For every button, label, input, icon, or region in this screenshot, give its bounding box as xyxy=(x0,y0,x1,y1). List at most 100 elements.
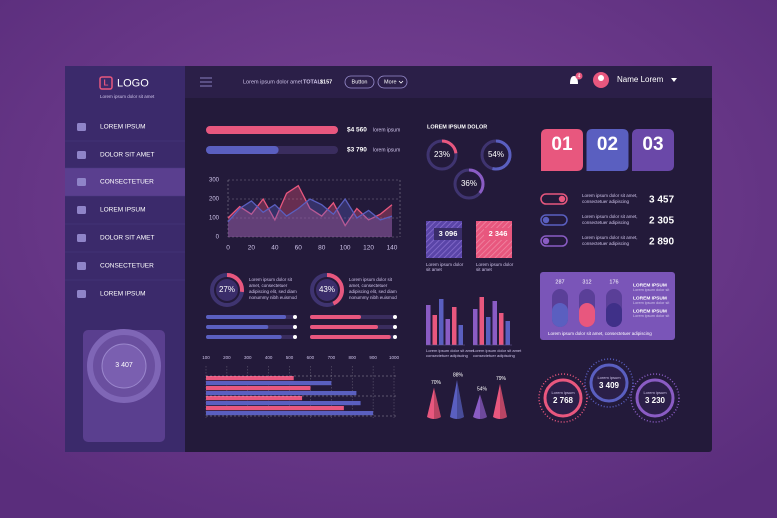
label: 287 xyxy=(555,279,564,285)
menu-icon xyxy=(77,123,86,131)
tab[interactable] xyxy=(586,129,629,171)
toggle[interactable] xyxy=(540,193,568,205)
slider-fill xyxy=(310,335,391,339)
ring-value xyxy=(210,273,244,307)
logo-text: LOGO xyxy=(117,77,149,89)
slider-knob xyxy=(293,335,297,339)
cone-shade xyxy=(480,394,487,419)
menu-item[interactable]: CONSECTETUER xyxy=(100,179,154,186)
ring-inner xyxy=(216,279,238,301)
label: 20 xyxy=(248,245,256,252)
label: 3 230 xyxy=(645,396,666,405)
bar xyxy=(499,313,504,345)
menu-item[interactable]: LOREM IPSUM xyxy=(100,124,146,131)
slider-fill xyxy=(310,325,378,329)
menu-item[interactable]: LOREM IPSUM xyxy=(100,291,146,298)
label: sit amet xyxy=(476,267,493,272)
line xyxy=(227,184,393,227)
label: Lorem ipsum dolor sit amet, xyxy=(582,214,638,219)
label: 02 xyxy=(597,134,618,155)
tab[interactable] xyxy=(541,129,583,171)
label: LOREM IPSUM DOLOR xyxy=(427,124,487,130)
label: 54% xyxy=(488,150,504,159)
label: consectetuer adipiscing xyxy=(582,241,630,246)
label: Lorem ipsum dolor sit amet xyxy=(100,94,155,99)
dropdown[interactable] xyxy=(377,75,408,89)
label: Lorem ipsum xyxy=(643,390,667,395)
label: 3 409 xyxy=(599,381,620,390)
label: 60 xyxy=(295,245,303,252)
label: 2 346 xyxy=(489,229,508,238)
menu-item[interactable]: LOREM IPSUM xyxy=(100,207,146,214)
label: lorem ipsum xyxy=(373,147,400,153)
pill-fill xyxy=(552,303,568,327)
label: 1000 xyxy=(389,355,400,360)
menu-item[interactable]: DOLOR SIT AMET xyxy=(100,235,154,242)
ring-value xyxy=(310,273,344,307)
cone-shade xyxy=(500,383,507,419)
label: Button xyxy=(352,79,368,85)
bar xyxy=(439,299,444,345)
menu-item[interactable]: CONSECTETUER xyxy=(100,263,154,270)
button[interactable] xyxy=(344,75,375,89)
cone xyxy=(427,387,441,419)
label: 23% xyxy=(434,150,450,159)
ring-dots xyxy=(584,358,634,408)
label: 3 457 xyxy=(649,195,674,206)
slider-knob xyxy=(293,325,297,329)
label: 40 xyxy=(271,245,279,252)
menu-icon xyxy=(77,234,86,242)
badge xyxy=(575,72,583,80)
label: Lorem ipsum dolor sit amet, consectetuer… xyxy=(548,331,652,336)
bell-icon[interactable] xyxy=(570,76,578,84)
toggle-knob xyxy=(542,237,550,245)
bar xyxy=(206,401,361,406)
menu-icon xyxy=(77,262,86,270)
label: 800 xyxy=(348,355,356,360)
toggle[interactable] xyxy=(540,235,568,247)
label: Lorem ipsum dolor sit amet xyxy=(426,348,475,353)
label: 600 xyxy=(307,355,315,360)
slider-fill xyxy=(310,315,361,319)
label: 0 xyxy=(226,245,230,252)
label: consectetuer adipiscing xyxy=(473,353,515,358)
label: 03 xyxy=(642,134,663,155)
bar xyxy=(432,315,437,345)
label: 36% xyxy=(461,179,477,188)
tab[interactable] xyxy=(632,129,674,171)
label: 3 096 xyxy=(439,229,458,238)
menu-icon xyxy=(77,151,86,159)
bar xyxy=(426,305,431,345)
bar xyxy=(486,317,491,345)
label: consectetuer adipiscing xyxy=(426,353,468,358)
bar xyxy=(473,309,478,345)
slider-knob xyxy=(393,335,397,339)
progress-fill xyxy=(206,146,279,154)
slider-fill xyxy=(206,335,282,339)
pill-fill xyxy=(579,303,595,327)
user-dropdown[interactable] xyxy=(671,78,677,82)
avatar-head xyxy=(598,75,604,81)
ring xyxy=(635,378,675,418)
bar xyxy=(479,297,484,345)
label: 54% xyxy=(477,387,488,393)
label: Lorem ipsum dolor sit xyxy=(633,314,670,318)
toggle[interactable] xyxy=(540,214,568,226)
line xyxy=(227,197,393,223)
slider-knob xyxy=(393,315,397,319)
bar xyxy=(206,406,344,411)
label: 3 407 xyxy=(115,362,133,369)
label: $4 560 xyxy=(347,127,367,134)
label: More xyxy=(384,79,397,85)
label: 312 xyxy=(582,279,591,285)
chevron xyxy=(398,80,404,84)
label: amet, consectetuer xyxy=(249,283,288,288)
menu-item[interactable]: DOLOR SIT AMET xyxy=(100,152,154,159)
label: 176 xyxy=(609,279,618,285)
pill-fill xyxy=(606,303,622,327)
progress-fill xyxy=(206,126,338,134)
cone-shade xyxy=(434,387,441,419)
label: $157 xyxy=(320,79,332,85)
bar xyxy=(206,376,294,381)
